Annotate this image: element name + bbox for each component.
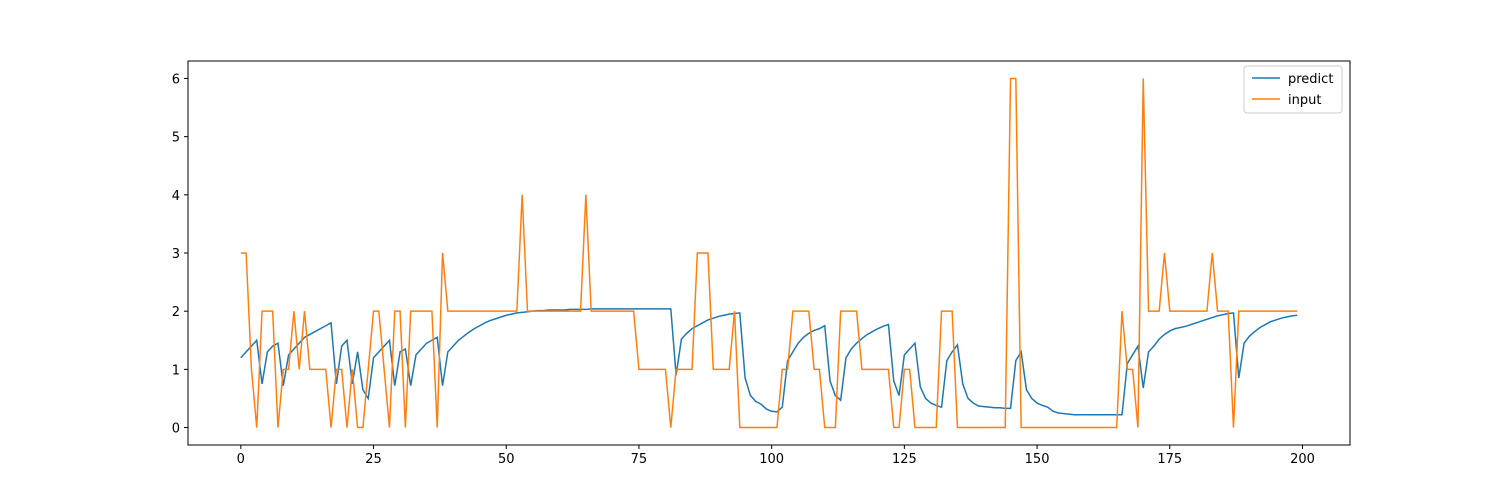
- y-tick-label: 4: [172, 189, 180, 204]
- legend-label: input: [1288, 93, 1321, 108]
- x-tick-label: 125: [892, 452, 917, 467]
- legend-label: predict: [1288, 72, 1333, 87]
- x-tick-label: 150: [1025, 452, 1050, 467]
- y-tick-label: 6: [172, 72, 180, 87]
- y-tick-label: 5: [172, 131, 180, 146]
- y-tick-label: 3: [172, 247, 180, 262]
- x-tick-label: 50: [498, 452, 515, 467]
- y-tick-label: 0: [172, 422, 180, 437]
- x-tick-label: 200: [1290, 452, 1315, 467]
- x-tick-label: 175: [1157, 452, 1182, 467]
- x-tick-label: 75: [631, 452, 648, 467]
- line-series: [240, 77, 1298, 429]
- x-tick-label: 25: [365, 452, 382, 467]
- y-tick-label: 2: [172, 305, 180, 320]
- y-tick-label: 1: [172, 363, 180, 378]
- line-series: [240, 308, 1298, 416]
- x-tick-label: 0: [237, 452, 245, 467]
- x-tick-label: 100: [759, 452, 784, 467]
